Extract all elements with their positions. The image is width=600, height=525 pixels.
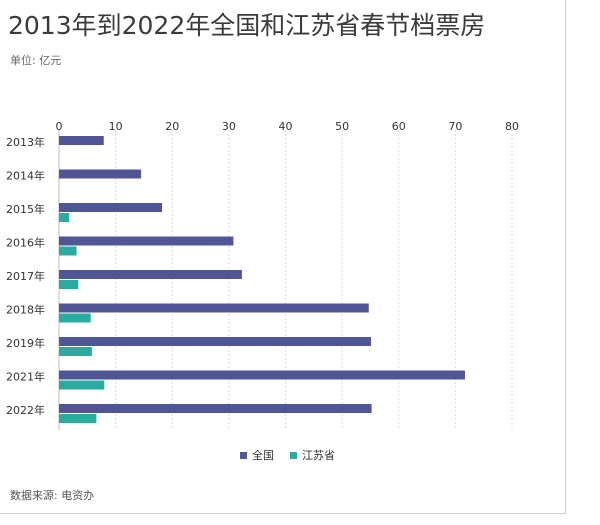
- bar-jiangsu: [59, 347, 92, 356]
- legend-swatch: [290, 452, 297, 459]
- x-tick-label: 30: [222, 120, 236, 133]
- gridlines: [58, 130, 513, 430]
- legend: 全国 江苏省: [240, 448, 335, 462]
- bar-jiangsu: [59, 380, 105, 390]
- bar-national: [59, 270, 242, 279]
- y-tick-label: 2016年: [6, 236, 45, 250]
- bar-jiangsu: [59, 414, 97, 423]
- bar-national: [59, 337, 372, 346]
- x-tick-label: 50: [335, 120, 349, 133]
- y-tick-label: 2021年: [6, 370, 45, 384]
- bars: [59, 136, 466, 423]
- bar-national: [59, 404, 372, 413]
- bar-national: [59, 169, 142, 179]
- y-tick-label: 2018年: [6, 303, 45, 317]
- chart-title: 2013年到2022年全国和江苏省春节档票房: [8, 11, 486, 40]
- bar-national: [59, 203, 163, 212]
- bar-national: [59, 370, 466, 380]
- bar-jiangsu: [59, 213, 70, 222]
- unit-label: 单位: 亿元: [10, 54, 62, 67]
- data-source: 数据来源: 电资办: [10, 489, 95, 502]
- x-tick-label: 40: [279, 120, 293, 133]
- bar-jiangsu: [59, 280, 79, 289]
- y-tick-label: 2014年: [6, 169, 45, 183]
- x-tick-label: 10: [109, 120, 123, 133]
- x-tick-label: 20: [165, 120, 179, 133]
- legend-label: 全国: [252, 448, 274, 462]
- bar-national: [59, 303, 369, 313]
- y-tick-label: 2013年: [6, 135, 45, 149]
- bar-national: [59, 236, 234, 246]
- bar-jiangsu: [59, 246, 77, 256]
- y-tick-label: 2017年: [6, 269, 45, 283]
- x-tick-label: 0: [56, 120, 63, 133]
- bar-national: [59, 136, 104, 145]
- x-tick-label: 70: [448, 120, 462, 133]
- legend-label: 江苏省: [302, 449, 335, 462]
- y-tick-label: 2022年: [6, 403, 45, 417]
- x-axis-ticks: 0 10 20 30 40 50 60 70 80: [56, 120, 520, 133]
- x-tick-label: 80: [505, 120, 519, 133]
- chart-frame: [0, 0, 566, 514]
- y-tick-label: 2019年: [6, 336, 45, 350]
- y-axis-ticks: 2013年 2014年 2015年 2016年 2017年 2018年 2019年 2021年…: [6, 135, 45, 417]
- legend-swatch: [240, 452, 247, 459]
- bar-jiangsu: [59, 313, 91, 323]
- y-tick-label: 2015年: [6, 202, 45, 216]
- x-tick-label: 60: [392, 120, 406, 133]
